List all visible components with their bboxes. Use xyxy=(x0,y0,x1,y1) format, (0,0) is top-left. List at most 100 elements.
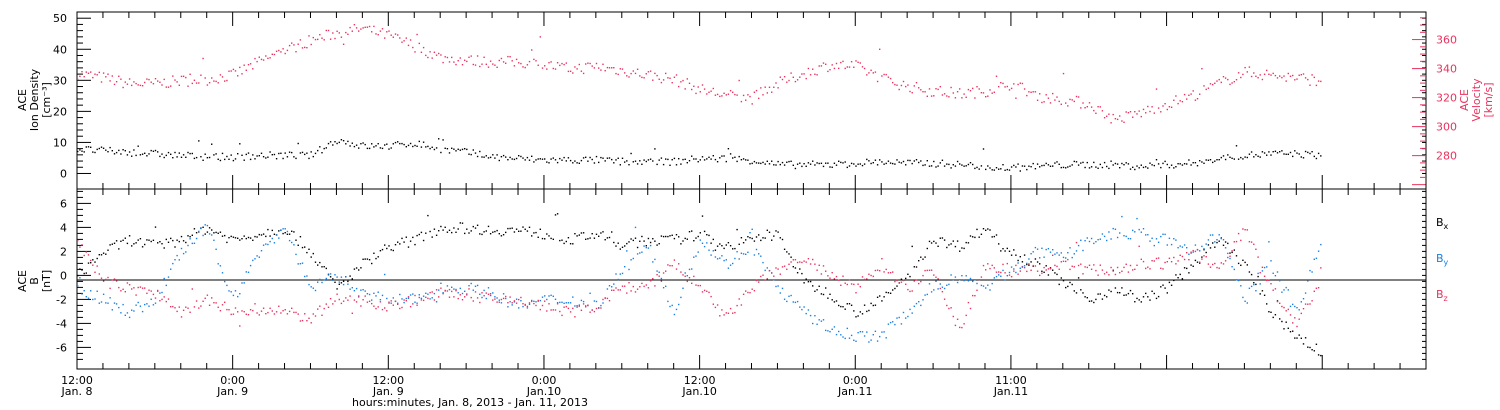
by-point xyxy=(291,241,293,244)
by-point xyxy=(191,242,193,245)
density-point xyxy=(805,165,807,167)
bx-point xyxy=(163,247,165,249)
density-point xyxy=(989,167,991,169)
by-point xyxy=(109,297,111,299)
bz-point xyxy=(1060,261,1062,263)
velocity-tick-label: 340 xyxy=(1436,63,1457,76)
density-point xyxy=(507,159,509,161)
by-point xyxy=(803,306,805,308)
velocity-point xyxy=(230,70,232,72)
bx-point xyxy=(254,235,256,238)
by-point xyxy=(691,268,693,270)
by-point xyxy=(580,299,583,302)
by-point xyxy=(304,275,306,278)
bz-point xyxy=(373,305,375,307)
bz-point xyxy=(384,307,386,309)
bz-point xyxy=(152,293,155,296)
velocity-point xyxy=(1049,102,1052,104)
velocity-point xyxy=(312,36,314,39)
bz-point xyxy=(827,275,829,277)
density-point xyxy=(509,156,511,159)
density-point xyxy=(1250,151,1253,153)
density-point xyxy=(710,158,712,160)
velocity-point xyxy=(1192,90,1194,92)
density-point xyxy=(474,152,477,154)
by-point xyxy=(686,275,688,277)
velocity-point xyxy=(719,95,721,98)
bz-point xyxy=(1080,263,1082,265)
velocity-point xyxy=(626,75,628,77)
velocity-point xyxy=(100,81,103,83)
density-point xyxy=(451,147,453,149)
bz-point xyxy=(745,290,747,292)
density-point xyxy=(409,142,412,145)
bx-point xyxy=(1045,265,1047,267)
density-point xyxy=(708,156,710,158)
bx-point xyxy=(122,239,124,241)
bx-point xyxy=(894,287,896,290)
density-point xyxy=(381,147,384,150)
bz-point xyxy=(472,300,474,302)
density-point xyxy=(598,161,600,164)
velocity-point xyxy=(1162,105,1164,107)
by-point xyxy=(937,288,939,290)
bz-point xyxy=(1112,270,1114,272)
density-point xyxy=(513,158,516,161)
by-point xyxy=(965,275,967,277)
bz-point xyxy=(1015,264,1017,267)
by-point xyxy=(1041,247,1043,249)
bx-point xyxy=(1263,294,1266,296)
bz-point xyxy=(747,291,749,294)
density-point xyxy=(998,168,1000,170)
bx-point xyxy=(682,240,684,242)
by-point xyxy=(1015,271,1017,274)
bx-point xyxy=(1179,273,1181,276)
bx-point xyxy=(740,237,743,239)
bz-point xyxy=(1008,274,1011,276)
bx-point xyxy=(157,242,159,244)
bz-point xyxy=(1151,260,1153,262)
by-point xyxy=(1177,247,1179,249)
bx-point xyxy=(109,244,111,246)
bz-point xyxy=(1000,271,1002,274)
velocity-point xyxy=(788,79,790,82)
bz-point xyxy=(1244,229,1246,231)
bz-point xyxy=(282,310,284,312)
velocity-point xyxy=(643,77,645,79)
velocity-point xyxy=(1246,71,1248,73)
density-point xyxy=(567,157,570,159)
by-point xyxy=(308,283,310,286)
density-point xyxy=(1136,165,1138,167)
bz-point xyxy=(866,278,868,280)
velocity-point xyxy=(546,68,548,70)
by-point xyxy=(593,300,596,302)
bz-point xyxy=(280,312,282,314)
by-point xyxy=(762,261,764,264)
bx-point xyxy=(293,231,295,233)
bx-point xyxy=(118,248,120,250)
by-point xyxy=(617,278,619,281)
by-point xyxy=(323,279,325,281)
bx-point xyxy=(392,249,394,252)
density-point xyxy=(838,160,840,162)
velocity-point xyxy=(898,88,900,91)
velocity-point xyxy=(1307,78,1309,81)
velocity-point xyxy=(154,78,157,80)
velocity-point xyxy=(81,71,83,73)
bz-point xyxy=(133,287,135,289)
bz-point xyxy=(1103,273,1106,275)
density-point xyxy=(773,164,775,166)
velocity-point xyxy=(141,85,144,87)
velocity-point xyxy=(963,93,965,95)
density-point xyxy=(518,155,520,157)
bz-point xyxy=(435,289,438,291)
velocity-point xyxy=(1099,106,1101,108)
bx-point xyxy=(135,242,137,244)
velocity-point xyxy=(113,83,116,86)
density-point xyxy=(1220,156,1222,159)
bx-point xyxy=(1036,261,1039,263)
velocity-point xyxy=(1309,84,1311,86)
bx-point xyxy=(667,235,669,238)
velocity-point xyxy=(228,70,230,72)
density-point xyxy=(628,164,630,166)
